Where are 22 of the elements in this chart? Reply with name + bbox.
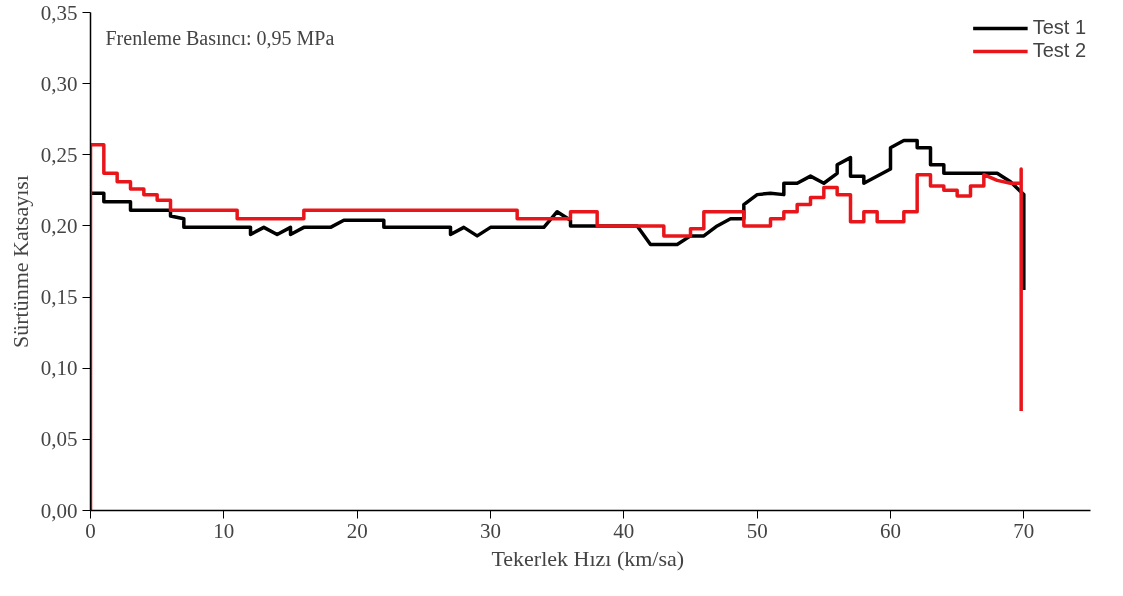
x-tick-label: 60: [880, 518, 901, 543]
y-tick-label: 0,10: [40, 356, 78, 381]
x-tick-label: 0: [85, 518, 96, 543]
y-tick-label: 0,05: [40, 427, 78, 452]
y-tick-label: 0,00: [40, 498, 78, 523]
x-tick-label: 50: [746, 518, 768, 543]
x-tick-label: 30: [480, 518, 501, 543]
legend-label: Test 2: [1032, 39, 1086, 62]
y-tick-label: 0,15: [40, 285, 78, 310]
y-axis-title: Sürtünme Katsayısı: [7, 175, 33, 348]
x-tick-label: 70: [1013, 518, 1035, 543]
x-axis-title: Tekerlek Hızı (km/sa): [491, 545, 685, 571]
annotation: Frenleme Basıncı: 0,95 MPa: [105, 26, 335, 49]
x-tick-label: 20: [346, 518, 368, 543]
y-tick-label: 0,30: [40, 71, 78, 96]
x-tick-label: 10: [213, 518, 235, 543]
line-series: [90, 143, 1023, 511]
y-tick-label: 0,20: [40, 213, 78, 238]
legend-label: Test 1: [1032, 16, 1086, 39]
x-tick-label: 40: [613, 518, 635, 543]
y-tick-label: 0,25: [40, 142, 78, 167]
y-tick-label: 0,35: [40, 0, 78, 25]
